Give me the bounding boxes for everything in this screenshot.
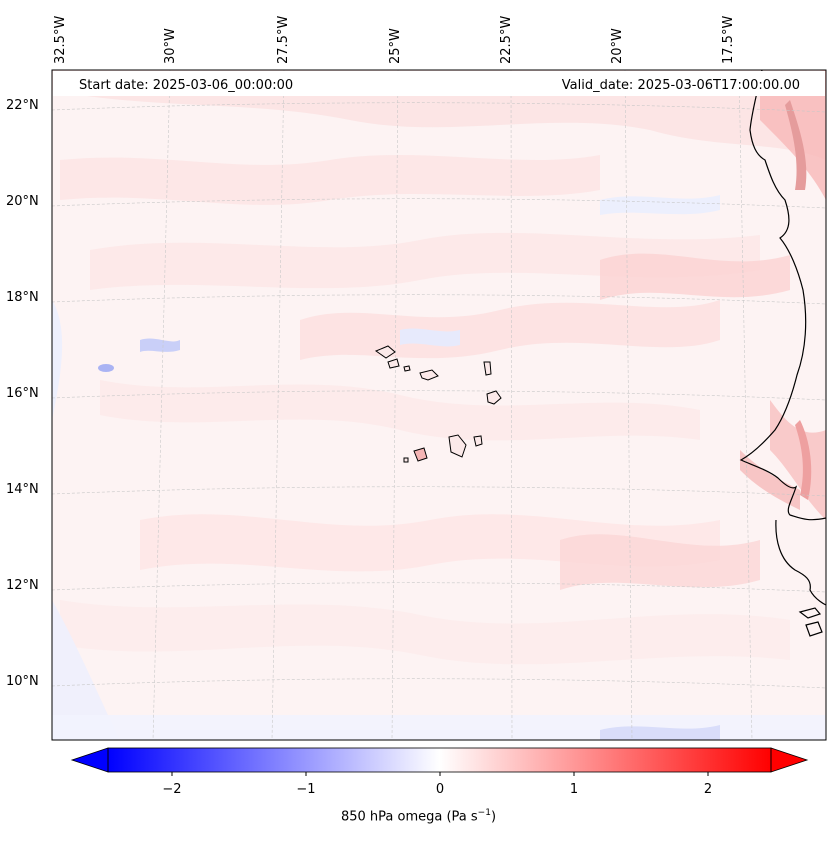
lon-label-32-5w: 32.5°W (53, 15, 68, 64)
colorbar-label-end: ) (490, 809, 497, 825)
colorbar-tick-neg1: −1 (296, 782, 316, 797)
valid-date-label: Valid_date: 2025-03-06T17:00:00.00 (561, 78, 800, 93)
map-frame (51, 69, 827, 741)
colorbar-tick-1: 1 (569, 782, 579, 797)
lat-label-12n: 12°N (6, 578, 39, 593)
lon-label-30w: 30°W (163, 28, 178, 64)
lat-label-10n: 10°N (6, 674, 39, 689)
header-band (53, 71, 825, 96)
start-date-label: Start date: 2025-03-06_00:00:00 (79, 78, 294, 93)
lat-label-16n: 16°N (6, 386, 39, 401)
colorbar-label-exponent: −1 (477, 808, 491, 818)
colorbar-label-text: 850 hPa omega (Pa s (340, 809, 478, 825)
lon-label-27-5w: 27.5°W (276, 15, 291, 64)
lat-label-18n: 18°N (6, 290, 39, 305)
lat-label-22n: 22°N (6, 98, 39, 113)
colorbar (70, 747, 809, 776)
colorbar-tick-neg2: −2 (162, 782, 182, 797)
lon-label-17-5w: 17.5°W (721, 15, 736, 64)
colorbar-label: 850 hPa omega (Pa s−1) (0, 808, 837, 824)
omega-field (52, 70, 826, 740)
graticule (52, 70, 826, 740)
coastline (739, 70, 826, 637)
colorbar-tick-2: 2 (703, 782, 713, 797)
lon-label-25w: 25°W (388, 28, 403, 64)
lat-label-14n: 14°N (6, 482, 39, 497)
colorbar-tick-0: 0 (435, 782, 445, 797)
lat-label-20n: 20°N (6, 194, 39, 209)
cape-verde-islands (374, 345, 502, 463)
lon-label-20w: 20°W (610, 28, 625, 64)
lon-label-22-5w: 22.5°W (499, 15, 514, 64)
